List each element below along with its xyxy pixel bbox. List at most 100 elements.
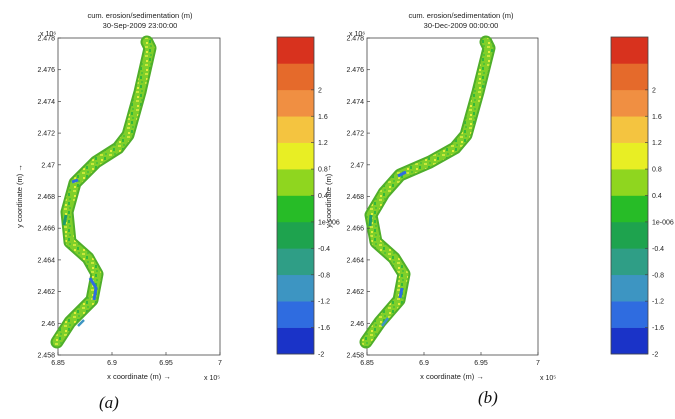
x-tick-label: 7 <box>218 360 222 367</box>
panel-b-subtitle: 30-Dec-2009 00:00:00 <box>424 21 499 30</box>
colorbar-band <box>277 301 314 328</box>
y-tick-label: 2.466 <box>37 226 55 233</box>
panel-a-erosion-patch <box>62 214 68 226</box>
panel-b-title: cum. erosion/sedimentation (m) <box>408 11 514 20</box>
y-tick-label: 2.47 <box>350 162 364 169</box>
colorbar-tick-label: -1.2 <box>318 299 330 306</box>
colorbar-tick-label: 1e-006 <box>318 219 340 226</box>
colorbar-band <box>611 221 648 249</box>
y-tick-label: 2.476 <box>346 67 364 74</box>
colorbar-tick-label: -1.2 <box>652 299 664 306</box>
colorbar-band <box>611 116 648 143</box>
panel-a-colorbar: -2 -1.6 -1.2 -0.8 -0.4 1e-006 0.4 0.8 1.2 1.6 2 <box>276 36 340 359</box>
colorbar-tick-label: 1.2 <box>652 140 662 147</box>
panel-b-axes: 2.458 2.46 2.462 2.464 2.466 2.468 2.47 2.472 2.… <box>324 31 556 382</box>
colorbar-band <box>611 274 648 302</box>
colorbar-band <box>277 195 314 223</box>
panel-b-erosion-patch <box>397 170 407 178</box>
colorbar-tick-label: -1.6 <box>652 325 664 332</box>
y-tick-label: 2.474 <box>37 99 55 106</box>
panel-a-y-exponent: x 10⁶ <box>40 31 56 38</box>
y-tick-label: 2.472 <box>346 131 364 138</box>
panel-b-erosion-patch <box>381 317 389 327</box>
y-tick-label: 2.468 <box>37 194 55 201</box>
panel-a: cum. erosion/sedimentation (m) 30-Sep-20… <box>15 11 340 382</box>
panel-b-ylabel: y coordinate (m) → <box>324 164 333 228</box>
y-tick-label: 2.47 <box>41 162 55 169</box>
panel-b-colorbar: -2 -1.6 -1.2 -0.8 -0.4 1e-006 0.4 0.8 1.2 1.6 2 <box>610 36 674 359</box>
colorbar-band <box>277 248 314 276</box>
colorbar-band <box>611 37 648 64</box>
panel-a-erosion-patch <box>88 277 98 301</box>
panel-a-y-ticks: 2.458 2.46 2.462 2.464 2.466 2.468 2.47 2.472 2.… <box>37 36 61 360</box>
y-tick-label: 2.46 <box>41 321 55 328</box>
panel-a-caption: (a) <box>99 393 119 412</box>
x-tick-label: 6.95 <box>159 360 173 367</box>
y-tick-label: 2.458 <box>37 353 55 360</box>
y-tick-label: 2.46 <box>350 321 364 328</box>
colorbar-band <box>277 142 314 170</box>
panel-a-erosion-patch <box>77 319 85 327</box>
colorbar-tick-label: -0.4 <box>652 246 664 253</box>
colorbar-band <box>611 301 648 328</box>
colorbar-band <box>277 116 314 143</box>
y-tick-label: 2.468 <box>346 194 364 201</box>
colorbar-tick-label: 2 <box>318 87 322 94</box>
panel-b-y-exponent: x 10⁶ <box>349 31 365 38</box>
y-tick-label: 2.466 <box>346 226 364 233</box>
panel-a-title: cum. erosion/sedimentation (m) <box>87 11 193 20</box>
colorbar-tick-label: -0.8 <box>652 272 664 279</box>
y-tick-label: 2.462 <box>346 289 364 296</box>
panel-a-erosion-patch <box>71 178 79 184</box>
panel-a-ylabel: y coordinate (m) → <box>15 164 24 228</box>
colorbar-band <box>277 169 314 196</box>
colorbar-tick-label: 1.6 <box>318 114 328 121</box>
x-tick-label: 6.9 <box>419 360 429 367</box>
panel-b: cum. erosion/sedimentation (m) 30-Dec-20… <box>324 11 674 382</box>
colorbar-band <box>277 327 314 355</box>
panel-a-x-ticks: 6.85 6.9 6.95 7 <box>51 352 222 367</box>
x-tick-label: 6.95 <box>474 360 488 367</box>
colorbar-tick-label: 0.4 <box>652 193 662 200</box>
y-tick-label: 2.474 <box>346 99 364 106</box>
y-tick-label: 2.476 <box>37 67 55 74</box>
y-tick-label: 2.478 <box>37 36 55 43</box>
y-tick-label: 2.462 <box>37 289 55 296</box>
colorbar-band <box>277 221 314 249</box>
colorbar-tick-label: 1.2 <box>318 140 328 147</box>
colorbar-band <box>277 37 314 64</box>
y-tick-label: 2.458 <box>346 353 364 360</box>
x-tick-label: 6.9 <box>107 360 117 367</box>
colorbar-band <box>277 274 314 302</box>
panel-b-y-ticks: 2.458 2.46 2.462 2.464 2.466 2.468 2.47 2.472 2.… <box>346 36 370 360</box>
colorbar-tick-label: -1.6 <box>318 325 330 332</box>
x-tick-label: 6.85 <box>51 360 65 367</box>
colorbar-tick-label: 0.8 <box>318 167 328 174</box>
x-tick-label: 7 <box>536 360 540 367</box>
colorbar-tick-label: -0.8 <box>318 272 330 279</box>
panel-b-erosion-patch <box>368 214 373 227</box>
panel-b-xlabel: x coordinate (m) → <box>420 372 484 381</box>
colorbar-band <box>277 63 314 91</box>
colorbar-band <box>611 169 648 196</box>
colorbar-band <box>277 89 314 117</box>
x-tick-label: 6.85 <box>360 360 374 367</box>
panel-b-x-ticks: 6.85 6.9 6.95 7 <box>360 352 540 367</box>
colorbar-band <box>611 195 648 223</box>
colorbar-tick-label: 0.8 <box>652 167 662 174</box>
colorbar-band <box>611 248 648 276</box>
colorbar-tick-label: -2 <box>318 352 324 359</box>
colorbar-tick-label: 1e-006 <box>652 219 674 226</box>
colorbar-band <box>611 142 648 170</box>
panel-a-x-exponent: x 10⁵ <box>204 375 220 382</box>
panel-b-erosion-patch <box>398 287 404 299</box>
colorbar-tick-label: -0.4 <box>318 246 330 253</box>
colorbar-band <box>611 89 648 117</box>
colorbar-tick-label: -2 <box>652 352 658 359</box>
colorbar-tick-label: 1.6 <box>652 114 662 121</box>
colorbar-tick-label: 0.4 <box>318 193 328 200</box>
y-tick-label: 2.464 <box>346 257 364 264</box>
panel-b-caption: (b) <box>478 388 498 407</box>
panel-a-subtitle: 30-Sep-2009 23:00:00 <box>103 21 178 30</box>
